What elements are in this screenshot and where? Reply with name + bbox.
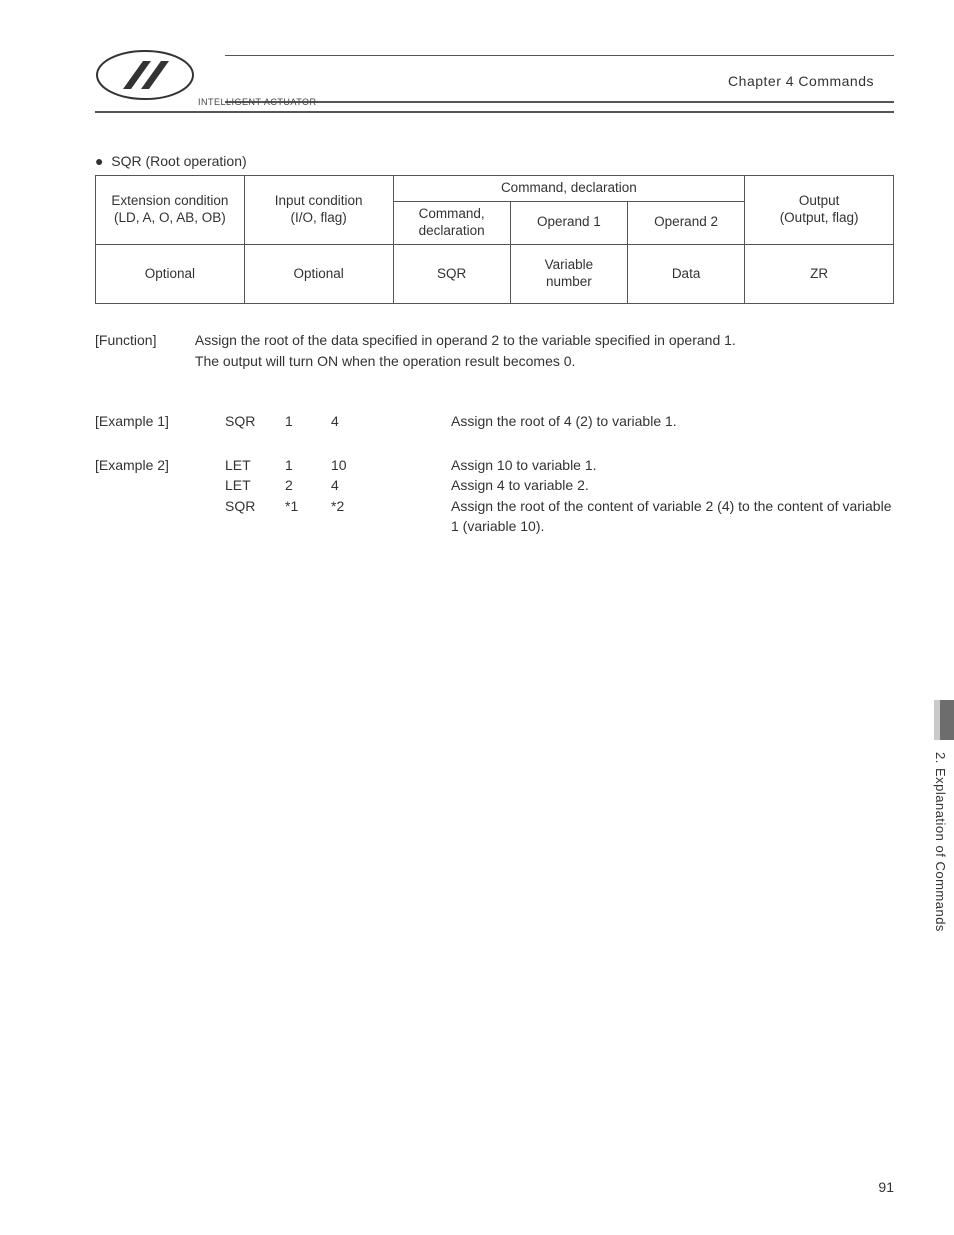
th-output: Output (Output, flag): [745, 176, 894, 245]
ex2-r0-c0: LET: [225, 455, 285, 475]
side-tab-text: 2. Explanation of Commands: [933, 752, 948, 992]
ex2-r1-c2: 4: [331, 475, 391, 495]
section-title: ● SQR (Root operation): [95, 153, 894, 169]
section-title-text: SQR (Root operation): [111, 153, 246, 169]
ex2-r0-c1: 1: [285, 455, 331, 475]
ex2-r1-c1: 2: [285, 475, 331, 495]
th-cmd-decl-l2: declaration: [419, 223, 485, 238]
th-ext-cond-l1: Extension condition: [111, 193, 228, 208]
td-ext: Optional: [96, 244, 245, 304]
th-output-l1: Output: [799, 193, 840, 208]
ex2-r1-c0: LET: [225, 475, 285, 495]
ex1-r0-c1: 1: [285, 411, 331, 431]
function-body: Assign the root of the data specified in…: [195, 330, 894, 371]
td-inp: Optional: [244, 244, 393, 304]
example-1: [Example 1] SQR 1 4 Assign the root of 4…: [95, 411, 894, 431]
ex2-r2-d: Assign the root of the content of variab…: [391, 496, 894, 537]
chapter-label: Chapter 4 Commands: [728, 73, 874, 89]
td-o1: Variable number: [510, 244, 627, 304]
th-cmd-decl: Command, declaration: [393, 201, 510, 244]
ex2-r2-c0: SQR: [225, 496, 285, 516]
example-2-row-1: LET 2 4 Assign 4 to variable 2.: [95, 475, 894, 495]
th-op2: Operand 2: [627, 201, 744, 244]
td-o1-l2: number: [546, 274, 592, 289]
ex2-r0-c2: 10: [331, 455, 391, 475]
ex2-r2-c1: *1: [285, 496, 331, 516]
th-ext-cond-l2: (LD, A, O, AB, OB): [114, 210, 226, 225]
function-block: [Function] Assign the root of the data s…: [95, 330, 894, 371]
bullet-icon: ●: [95, 153, 103, 169]
header-rule-bottom: [95, 111, 894, 113]
table-data-row: Optional Optional SQR Variable number Da…: [96, 244, 894, 304]
th-cmd-decl-l1: Command,: [419, 206, 485, 221]
ex1-r0-c2: 4: [331, 411, 391, 431]
td-o1-l1: Variable: [545, 257, 594, 272]
page-header: Chapter 4 Commands INTELLIGENT ACTUATOR: [95, 55, 894, 125]
ex2-r0-d: Assign 10 to variable 1.: [391, 455, 894, 475]
ex1-r0-d: Assign the root of 4 (2) to variable 1.: [391, 411, 894, 431]
logo-icon: [95, 49, 195, 101]
example-2: [Example 2] LET 1 10 Assign 10 to variab…: [95, 455, 894, 536]
ex1-r0-c0: SQR: [225, 411, 285, 431]
th-in-cond-l2: (I/O, flag): [291, 210, 347, 225]
td-o2: Data: [627, 244, 744, 304]
th-op1: Operand 1: [510, 201, 627, 244]
function-line-2: The output will turn ON when the operati…: [195, 353, 576, 369]
command-table: Extension condition (LD, A, O, AB, OB) I…: [95, 175, 894, 304]
th-ext-cond: Extension condition (LD, A, O, AB, OB): [96, 176, 245, 245]
logo-subtext: INTELLIGENT ACTUATOR: [198, 97, 317, 107]
side-tab-bar-dark: [940, 700, 954, 740]
function-label: [Function]: [95, 330, 191, 350]
example-2-label: [Example 2]: [95, 455, 225, 475]
table-header-row-1: Extension condition (LD, A, O, AB, OB) I…: [96, 176, 894, 202]
example-1-row: [Example 1] SQR 1 4 Assign the root of 4…: [95, 411, 894, 431]
th-output-l2: (Output, flag): [780, 210, 859, 225]
ex2-r1-d: Assign 4 to variable 2.: [391, 475, 894, 495]
function-line-1: Assign the root of the data specified in…: [195, 332, 736, 348]
ex2-r2-c2: *2: [331, 496, 391, 516]
example-1-label: [Example 1]: [95, 411, 225, 431]
page: Chapter 4 Commands INTELLIGENT ACTUATOR …: [0, 0, 954, 1235]
page-number: 91: [878, 1179, 894, 1195]
example-2-row-2: SQR *1 *2 Assign the root of the content…: [95, 496, 894, 537]
td-ext-text: Optional: [145, 266, 195, 281]
side-tab: 2. Explanation of Commands: [918, 700, 954, 1000]
th-in-cond: Input condition (I/O, flag): [244, 176, 393, 245]
example-2-row-0: [Example 2] LET 1 10 Assign 10 to variab…: [95, 455, 894, 475]
td-out: ZR: [745, 244, 894, 304]
th-in-cond-l1: Input condition: [275, 193, 363, 208]
td-cmd: SQR: [393, 244, 510, 304]
th-cmd-decl-span: Command, declaration: [393, 176, 745, 202]
